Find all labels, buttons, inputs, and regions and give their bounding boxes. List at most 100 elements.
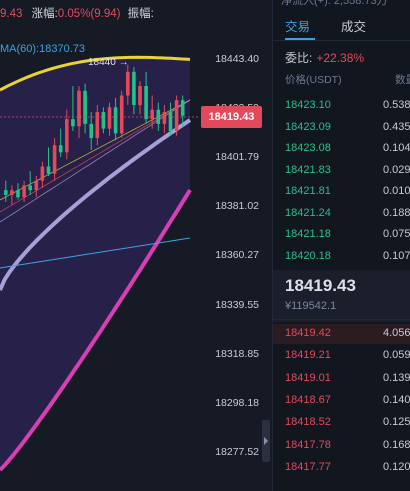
candle [89, 112, 93, 150]
axis-tick-label: 18443.40 [215, 53, 259, 65]
ask-price: 18421.18 [285, 228, 331, 240]
axis-tick-label: 18339.55 [215, 298, 259, 311]
bid-price: 18418.52 [285, 416, 331, 429]
ask-row[interactable]: 18421.18 0.075 [273, 225, 410, 245]
candle [113, 97, 118, 141]
last-price: 18419.43 [285, 276, 356, 295]
bid-price: 18418.67 [285, 393, 331, 406]
candle [40, 161, 45, 188]
bid-row[interactable]: 18418.67 0.140 [273, 391, 410, 411]
axis-tick-label: 18360.27 [215, 249, 259, 262]
ask-qty: 0.188 [383, 206, 410, 219]
candle [132, 67, 136, 115]
candle [71, 85, 75, 131]
ask-row[interactable]: 18420.18 0.107 [273, 247, 410, 267]
candle [144, 71, 148, 124]
candle [34, 175, 39, 198]
ask-price: 18420.18 [285, 249, 331, 262]
bid-price: 18419.42 [285, 327, 331, 339]
divider [273, 40, 410, 41]
axis-tick-label: 18381.02 [215, 200, 259, 213]
candle [119, 90, 124, 139]
order-book-header: 价格(USDT) 数量 [285, 72, 410, 87]
bid-price: 18419.01 [285, 371, 331, 384]
ask-price: 18421.81 [285, 185, 331, 197]
price-axis[interactable]: 18443.4018422.5918401.7918381.0218360.27… [200, 0, 265, 491]
candle [138, 81, 142, 115]
candle [58, 128, 63, 158]
candle [126, 64, 130, 105]
bid-qty: 0.140 [383, 393, 410, 406]
candle [52, 138, 57, 181]
tab-deals[interactable]: 成交 [341, 20, 367, 34]
ask-price: 18423.08 [285, 142, 331, 154]
ask-price: 18421.83 [285, 163, 331, 176]
ask-qty: 0.029 [383, 163, 410, 176]
legend-close: 9.43 [0, 8, 23, 20]
ask-qty: 0.010 [383, 185, 410, 197]
high-price-marker: 18440 → [88, 57, 129, 68]
candle [95, 104, 100, 146]
ask-qty: 0.107 [383, 249, 410, 262]
candles [4, 64, 185, 205]
bid-qty: 0.120 [383, 460, 410, 473]
order-ratio: 委比:+22.38% 委 [285, 49, 364, 66]
axis-tick-label: 18277.52 [215, 445, 259, 458]
ask-row[interactable]: 18421.83 0.029 [273, 161, 410, 181]
ask-row[interactable]: 18423.08 0.104 [273, 139, 410, 159]
ask-row[interactable]: 18423.10 0.538 [273, 96, 410, 116]
candle [46, 147, 51, 176]
bid-qty: 0.168 [383, 438, 410, 451]
kline-chart-canvas[interactable] [0, 0, 265, 491]
bid-qty: 0.125 [383, 416, 410, 429]
candle [107, 102, 112, 136]
bid-row[interactable]: 18419.21 0.059 [273, 346, 410, 366]
candle [22, 180, 26, 203]
bid-row[interactable]: 18417.78 0.168 [273, 436, 410, 456]
bid-price: 18417.78 [285, 438, 331, 451]
candle [162, 104, 167, 134]
candle [83, 83, 87, 134]
ask-row[interactable]: 18421.81 0.010 [273, 182, 410, 202]
ask-row[interactable]: 18423.09 0.435 [273, 118, 410, 138]
candle [28, 171, 32, 195]
candle [77, 85, 81, 139]
boll-bands [0, 55, 192, 472]
bid-row[interactable]: 18418.52 0.125 [273, 413, 410, 433]
bid-price: 18417.77 [285, 460, 331, 473]
panel-tabs: 交易 成交 [273, 14, 410, 40]
ma60-line [0, 237, 191, 269]
boll-band-fill [0, 57, 190, 471]
col-qty-header: 数量 [395, 74, 410, 86]
bid-row[interactable]: 18417.77 0.120 [273, 458, 410, 478]
legend-amplitude-label: 振幅: [127, 8, 154, 20]
collapse-panel-button[interactable] [262, 420, 270, 462]
boll-upper-line [0, 55, 191, 92]
net-inflow-text: 净流入(+): 2,558.73万 [281, 0, 388, 7]
axis-tick-label: 18401.79 [215, 151, 259, 164]
ask-qty: 0.538 [383, 99, 410, 111]
bid-row[interactable]: 18419.01 0.139 [273, 369, 410, 389]
tab-trade[interactable]: 交易 [285, 20, 311, 34]
ask-row[interactable]: 18421.24 0.188 [273, 204, 410, 224]
axis-tick-label: 18318.85 [215, 347, 259, 360]
ask-qty: 0.104 [383, 142, 410, 154]
ma60-legend: MA(60):18370.73 [0, 43, 85, 55]
kline-chart[interactable]: 9.43 涨幅:0.05%(9.94) 振幅: MA(60):18370.73 … [0, 0, 265, 491]
ask-qty: 0.435 [383, 120, 410, 133]
candle [156, 102, 161, 131]
candle [150, 95, 154, 129]
candle [101, 107, 106, 134]
boll-lower-line [0, 188, 192, 472]
bid-row[interactable]: 18419.42 4.056 [273, 324, 410, 344]
candle [4, 180, 8, 203]
order-ratio-label: 委比: [285, 51, 313, 65]
current-price-tag: 18419.43 [201, 106, 262, 128]
ask-price: 18423.10 [285, 99, 331, 111]
order-book-panel: 净流入(+): 2,558.73万 交易 成交 委比:+22.38% 委 价格(… [272, 0, 410, 491]
candle [180, 95, 185, 127]
bid-qty: 0.059 [383, 349, 410, 362]
last-price-box: 18419.43 ¥119542.1 [273, 270, 410, 322]
axis-tick-label: 18298.18 [215, 396, 259, 409]
active-tab-indicator [285, 38, 315, 40]
